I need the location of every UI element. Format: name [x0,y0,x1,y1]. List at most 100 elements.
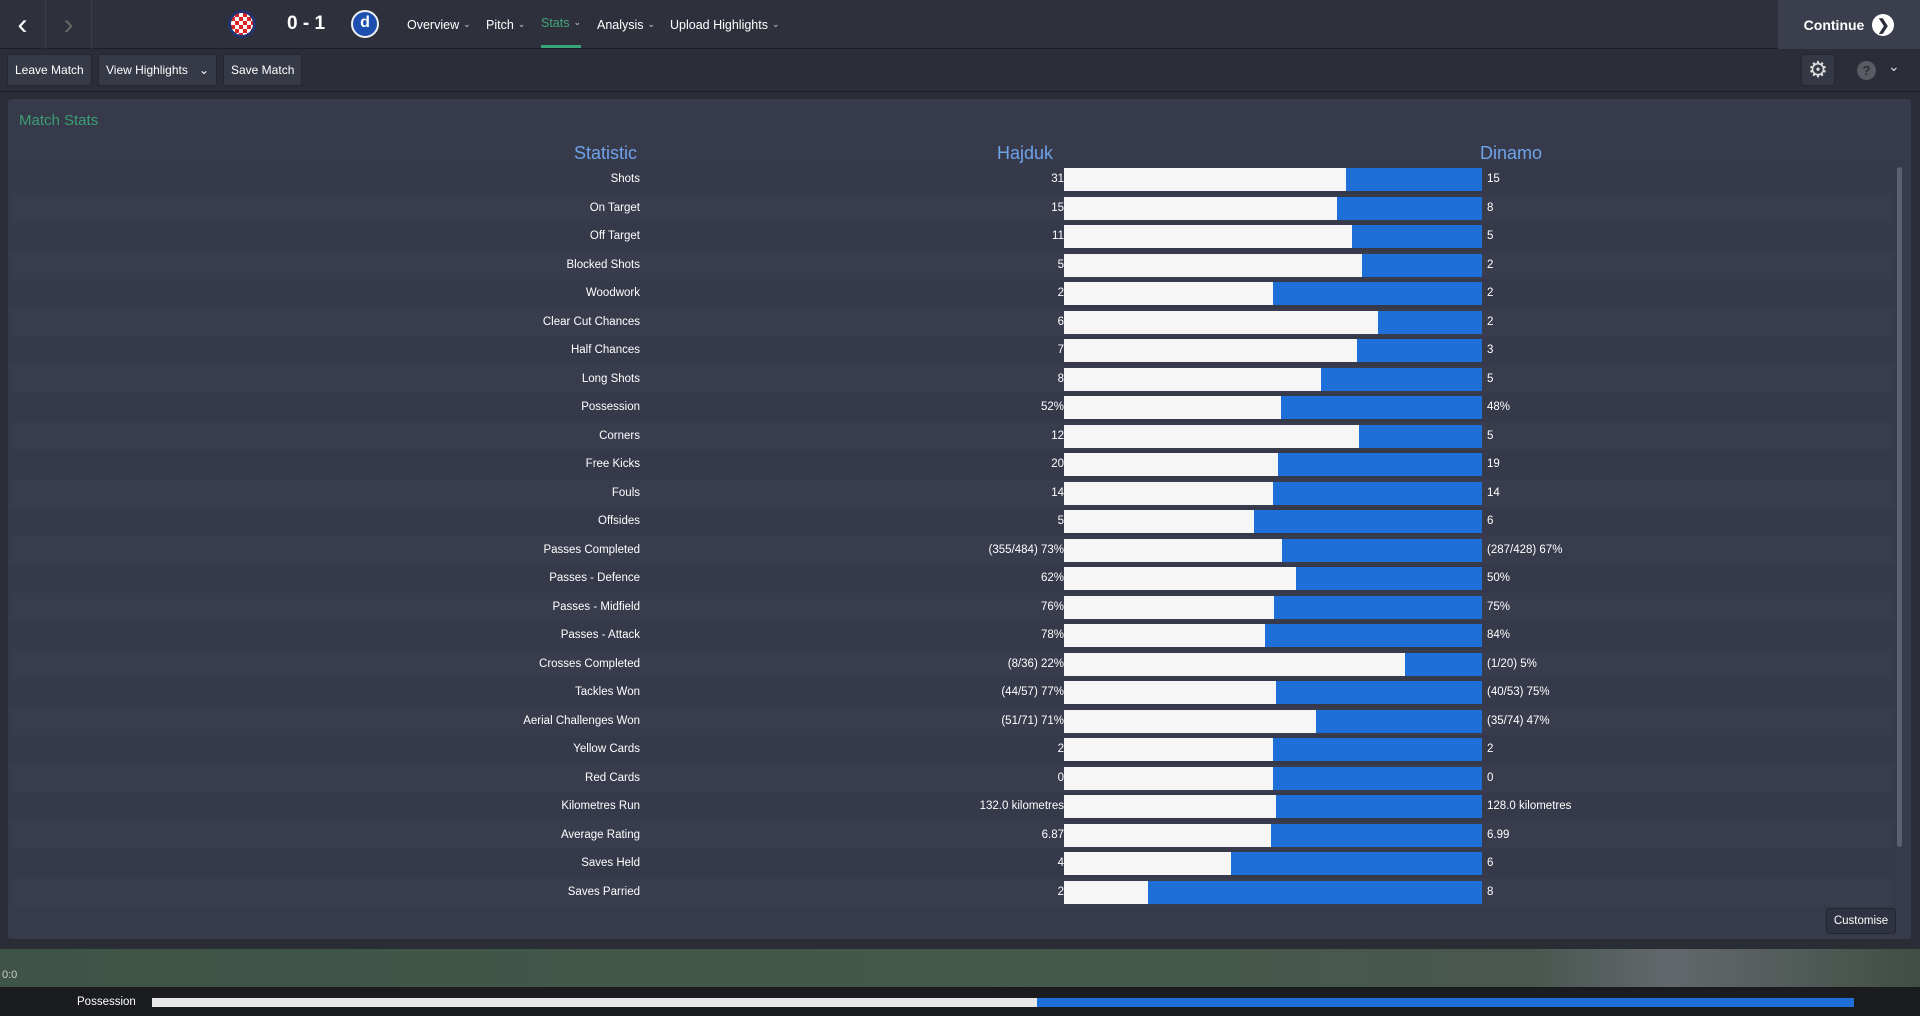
possession-bar [152,998,1854,1007]
home-value: (355/484) 73% [988,543,1064,556]
stat-row: Offsides 5 6 [12,507,1892,536]
comparison-bar [1064,168,1482,191]
stat-row: Corners 12 5 [12,421,1892,450]
stat-label: Yellow Cards [573,743,640,755]
customise-button[interactable]: Customise [1826,908,1896,934]
home-value: 20 [1051,458,1064,470]
away-value: 2 [1487,258,1494,271]
away-value: 128.0 kilometres [1487,800,1572,812]
match-clock: 0:0 [2,969,18,981]
tab-upload-highlights[interactable]: Upload Highlights ⌄ [670,0,780,49]
comparison-bar [1064,253,1482,277]
comparison-bar [1064,367,1482,391]
stat-label: Tackles Won [575,686,640,698]
comparison-bar [1064,225,1482,248]
stat-row: Crosses Completed (8/36) 22% (1/20) 5% [12,649,1892,678]
stat-row: Saves Parried 2 8 [12,877,1892,906]
chevron-down-icon: ⌄ [573,17,582,27]
away-value: 2 [1487,287,1494,299]
stat-row: Off Target 11 5 [12,222,1892,251]
home-share-fill [1064,595,1275,619]
stat-label: Kilometres Run [561,800,640,812]
home-share-fill [1064,852,1232,875]
tab-pitch[interactable]: Pitch ⌄ [486,0,525,49]
stat-row: Saves Held 4 6 [12,849,1892,878]
comparison-bar [1064,310,1482,334]
home-share-fill [1064,538,1282,562]
home-share-fill [1064,367,1322,391]
save-match-button[interactable]: Save Match [223,54,303,86]
away-value: 50% [1487,572,1511,584]
home-value: 52% [1040,401,1064,413]
away-value: 14 [1487,486,1500,499]
stat-row: Yellow Cards 2 2 [12,735,1892,764]
leave-match-button[interactable]: Leave Match [7,54,92,86]
dinamo-crest[interactable]: d [351,10,379,38]
stat-label: Crosses Completed [539,657,640,670]
tab-label: Pitch [486,17,514,32]
stat-label: Possession [581,401,640,413]
stat-label: Woodwork [585,287,640,299]
chevron-down-icon: ⌄ [463,19,471,29]
comparison-bar [1064,196,1482,220]
home-value: 7 [1057,344,1064,356]
footer-bar: Possession [0,987,1920,1016]
home-share-fill [1064,823,1272,847]
stat-label: Half Chances [570,344,640,356]
statistic-header: Statistic [574,143,638,163]
home-value: (51/71) 71% [1001,714,1064,727]
stat-row: Passes Completed (355/484) 73% (287/428) 6… [12,535,1892,564]
comparison-bar [1064,282,1482,305]
tab-overview[interactable]: Overview ⌄ [407,0,471,49]
stat-row: Possession 52% 48% [12,393,1892,422]
hajduk-crest[interactable] [228,10,256,38]
home-share-fill [1064,652,1405,676]
stat-row: Free Kicks 20 19 [12,450,1892,479]
stat-row: Passes - Attack 78% 84% [12,621,1892,650]
stat-label: Clear Cut Chances [542,315,640,328]
forward-button[interactable]: › [46,0,92,49]
tab-stats[interactable]: Stats ⌄ [541,0,582,48]
chevron-right-icon: › [63,7,74,41]
away-value: 6.99 [1487,828,1510,841]
tab-analysis[interactable]: Analysis ⌄ [597,0,655,49]
home-share-fill [1064,880,1148,904]
help-icon[interactable]: ? [1857,61,1876,80]
home-share-fill [1064,709,1316,733]
gear-icon[interactable]: ⚙ [1801,54,1835,86]
home-value: 0 [1057,771,1064,784]
away-value: 8 [1487,201,1494,214]
chevron-down-icon: ⌄ [647,19,656,29]
arrow-right-icon: ❯ [1872,13,1895,36]
stat-label: Off Target [589,230,640,242]
stat-label: Fouls [611,486,640,499]
comparison-bar [1064,652,1482,676]
comparison-bar [1064,880,1482,904]
stat-label: Red Cards [585,771,640,784]
match-stats-panel: Match Stats Statistic Hajduk Dinamo Shot… [8,99,1911,939]
panel-title: Match Stats [19,112,99,129]
comparison-bar [1064,595,1482,619]
view-highlights-label: View Highlights [106,63,188,77]
home-share-fill [1064,310,1378,334]
stat-label: Free Kicks [585,458,640,470]
home-share-fill [1064,453,1279,476]
home-share-fill [1064,795,1277,818]
comparison-bar [1064,538,1482,562]
home-share-fill [1064,225,1352,248]
home-value: 76% [1040,600,1064,613]
stat-row: Average Rating 6.87 6.99 [12,820,1892,849]
tab-label: Upload Highlights [670,17,768,32]
away-value: 5 [1487,230,1494,242]
back-button[interactable]: ‹ [0,0,46,49]
home-share-fill [1064,168,1346,191]
stat-label: Blocked Shots [566,258,640,271]
chevron-down-icon[interactable]: ⌄ [1888,58,1900,74]
comparison-bar [1064,823,1482,847]
stat-label: Passes Completed [543,543,640,556]
home-share-fill [1064,339,1357,362]
continue-button[interactable]: Continue ❯ [1778,0,1920,49]
view-highlights-dropdown[interactable]: View Highlights ⌄ [98,54,217,86]
scrollbar[interactable] [1897,167,1902,847]
home-share-fill [1064,282,1273,305]
